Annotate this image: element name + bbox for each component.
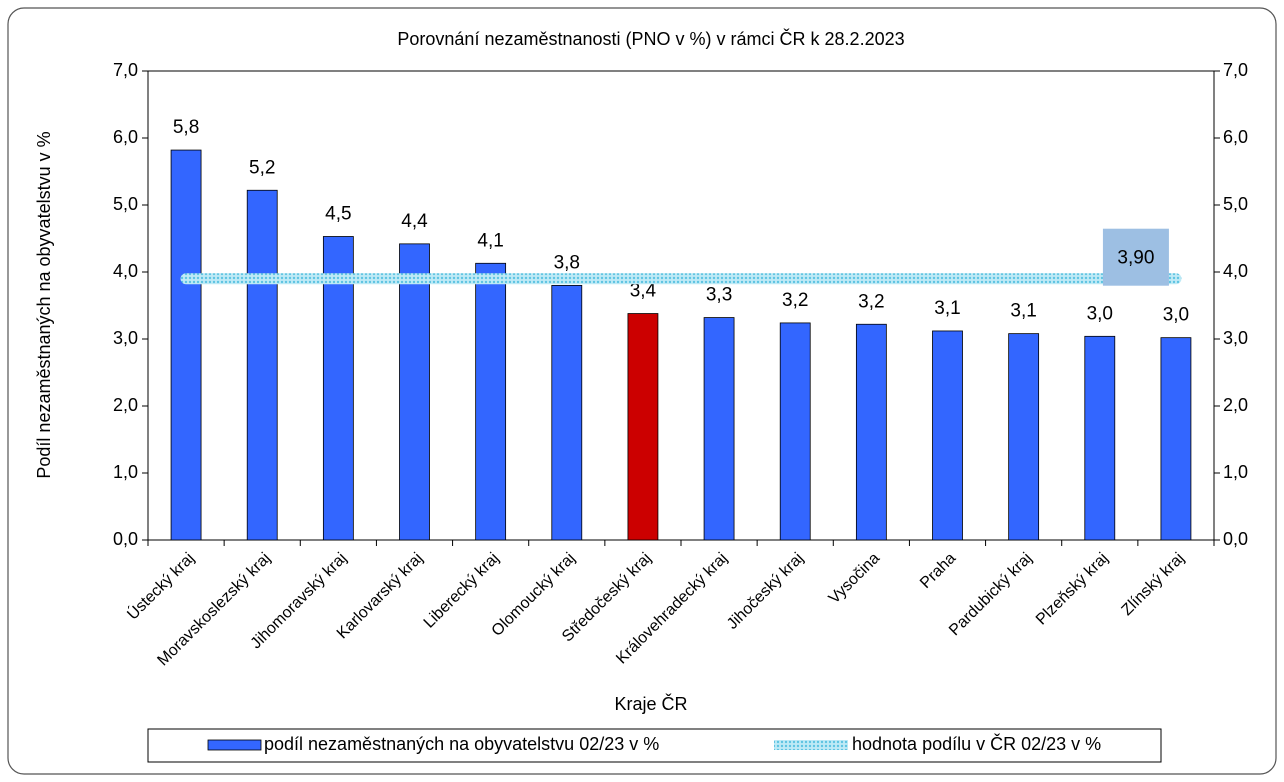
y2-tick-label: 1,0 xyxy=(1223,462,1248,482)
data-label: 3,1 xyxy=(1010,301,1036,322)
y2-tick-label: 5,0 xyxy=(1223,194,1248,214)
y2-tick-label: 0,0 xyxy=(1223,529,1248,549)
chart-title: Porovnání nezaměstnanosti (PNO v %) v rá… xyxy=(397,28,904,49)
y-tick-label: 0,0 xyxy=(113,529,138,549)
bar xyxy=(1084,335,1116,541)
legend-label: podíl nezaměstnaných na obyvatelstvu 02/… xyxy=(264,734,659,754)
y2-tick-label: 4,0 xyxy=(1223,261,1248,281)
x-axis-title: Kraje ČR xyxy=(614,693,687,714)
y2-tick-label: 7,0 xyxy=(1223,60,1248,80)
data-label: 3,0 xyxy=(1163,305,1189,326)
data-label: 4,5 xyxy=(325,204,351,225)
bar xyxy=(779,322,811,541)
bar xyxy=(855,323,887,541)
y-tick-label: 7,0 xyxy=(113,60,138,80)
bar xyxy=(627,313,659,541)
y-tick-label: 4,0 xyxy=(113,261,138,281)
data-label: 3,0 xyxy=(1087,303,1113,324)
data-label: 3,1 xyxy=(934,298,960,319)
bar xyxy=(932,330,963,541)
data-label: 4,1 xyxy=(477,230,503,251)
y-tick-label: 3,0 xyxy=(113,328,138,348)
y-tick-label: 5,0 xyxy=(113,194,138,214)
bar xyxy=(246,189,278,541)
data-label: 3,4 xyxy=(630,281,657,302)
legend-box xyxy=(147,728,1162,763)
y2-tick-label: 3,0 xyxy=(1223,328,1248,348)
y2-tick-label: 6,0 xyxy=(1223,127,1248,147)
bar xyxy=(1160,337,1192,541)
bar xyxy=(170,149,202,541)
data-label-box xyxy=(1102,228,1169,286)
legend-swatch xyxy=(207,739,262,751)
data-label: 3,90 xyxy=(1117,248,1154,269)
bar xyxy=(551,284,583,541)
data-label: 3,2 xyxy=(858,291,884,312)
y-tick-label: 1,0 xyxy=(113,462,138,482)
data-label: 5,2 xyxy=(249,157,275,178)
bar xyxy=(475,262,507,541)
data-label: 5,8 xyxy=(173,117,199,138)
bar xyxy=(703,317,735,541)
bar xyxy=(322,236,354,541)
y2-tick-label: 2,0 xyxy=(1223,395,1248,415)
y-tick-label: 6,0 xyxy=(113,127,138,147)
bar xyxy=(399,243,430,541)
bar xyxy=(1008,333,1040,541)
y-axis-title: Podíl nezaměstnaných na obyvatelstvu v % xyxy=(34,131,54,478)
data-label: 3,2 xyxy=(782,290,808,311)
legend-label: hodnota podílu v ČR 02/23 v % xyxy=(852,733,1101,754)
data-label: 4,4 xyxy=(401,211,428,232)
data-label: 3,3 xyxy=(706,285,732,306)
data-label: 3,8 xyxy=(554,252,580,273)
y-tick-label: 2,0 xyxy=(113,395,138,415)
